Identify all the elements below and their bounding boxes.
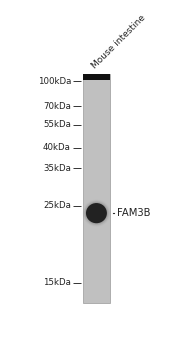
Text: FAM3B: FAM3B: [117, 208, 150, 218]
Text: 100kDa: 100kDa: [38, 77, 71, 86]
Bar: [83, 74, 110, 80]
Text: 40kDa: 40kDa: [43, 144, 71, 152]
Bar: [83, 74, 110, 303]
Ellipse shape: [86, 203, 107, 223]
Text: 35kDa: 35kDa: [43, 164, 71, 173]
Text: 55kDa: 55kDa: [43, 120, 71, 129]
Text: 70kDa: 70kDa: [43, 102, 71, 111]
Ellipse shape: [85, 202, 108, 224]
Ellipse shape: [85, 202, 107, 224]
Text: Mouse intestine: Mouse intestine: [90, 13, 147, 70]
Text: 25kDa: 25kDa: [43, 201, 71, 210]
Text: 15kDa: 15kDa: [43, 278, 71, 287]
